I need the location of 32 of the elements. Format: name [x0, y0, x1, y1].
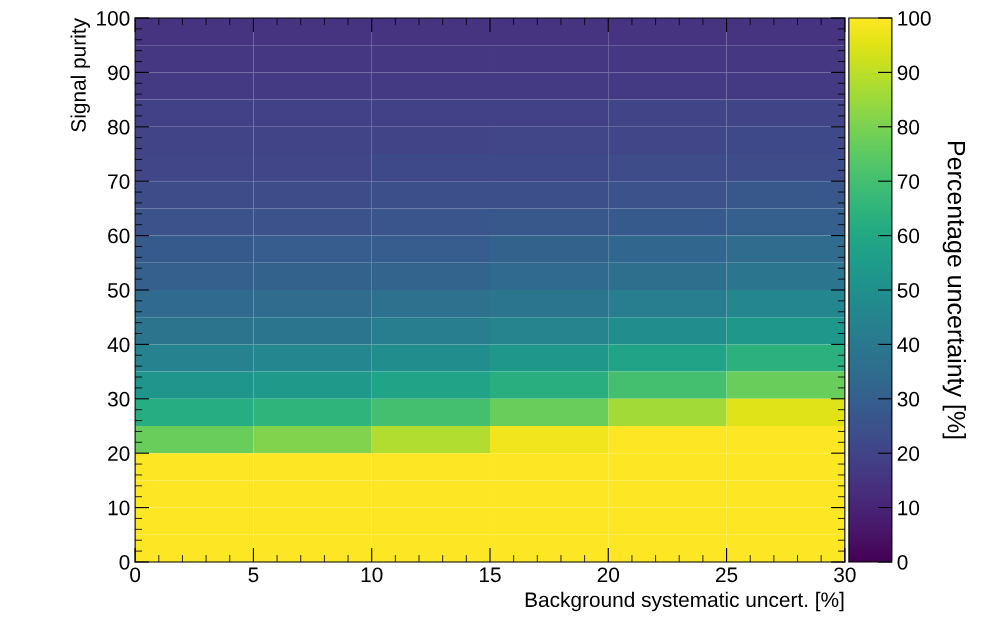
- x-tick-label: 25: [716, 567, 738, 583]
- x-tick-label: 10: [361, 567, 383, 583]
- y-tick-label: 30: [107, 391, 130, 407]
- y-tick-label: 50: [107, 282, 130, 298]
- y-tick-label: 20: [108, 446, 130, 461]
- x-tick-label: 15: [479, 567, 501, 583]
- color-bar-label: 20: [897, 446, 920, 461]
- x-tick-label: 30: [834, 567, 856, 583]
- y-tick-label: 10: [108, 500, 130, 516]
- color-bar-label: 50: [897, 282, 920, 298]
- y-tick-label: 90: [108, 65, 130, 81]
- y-tick-label: 60: [108, 228, 130, 244]
- x-tick-label: 20: [597, 567, 620, 583]
- y-tick-label: 80: [108, 119, 130, 135]
- y-tick-label: 0: [119, 554, 130, 570]
- color-bar-label: 60: [897, 228, 920, 244]
- color-bar-label: 40: [897, 337, 920, 353]
- color-bar-label: 10: [898, 500, 920, 516]
- color-bar-label: 80: [897, 119, 920, 135]
- x-tick-label: 5: [248, 567, 259, 583]
- color-bar-label: 70: [897, 174, 920, 189]
- y-tick-label: 100: [97, 11, 130, 26]
- y-axis-title: Signal purity: [70, 18, 90, 132]
- y-tick-label: 70: [108, 174, 130, 189]
- color-bar-label: 90: [897, 65, 920, 81]
- x-tick-label: 0: [130, 567, 141, 583]
- x-axis-title: Background systematic uncert. [%]: [525, 591, 844, 612]
- color-bar-title: Percentage uncertainty [%]: [942, 141, 966, 439]
- y-tick-label: 40: [107, 337, 130, 353]
- color-bar-label: 0: [897, 554, 908, 570]
- color-bar-label: 30: [897, 391, 920, 407]
- color-bar-label: 100: [898, 11, 931, 26]
